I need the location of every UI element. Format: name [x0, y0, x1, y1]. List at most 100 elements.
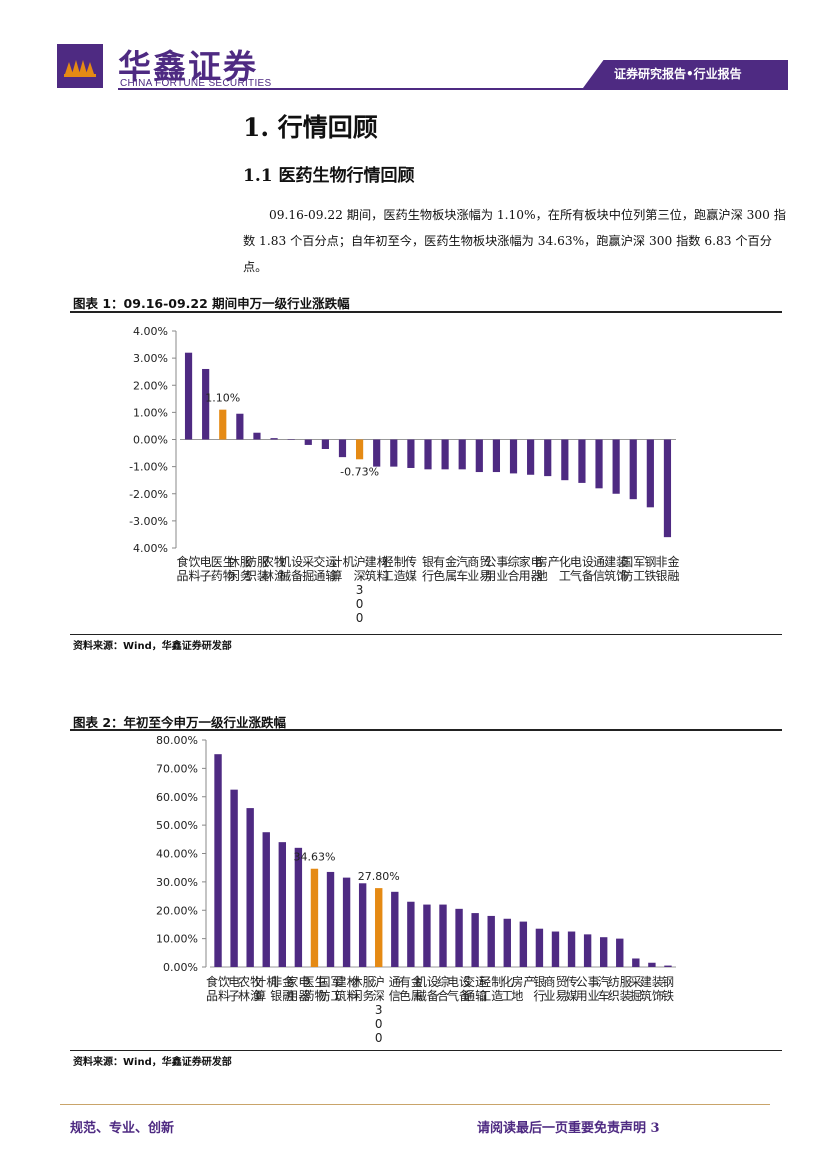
x-tick-char: 房	[511, 974, 523, 989]
bar-食品饮料	[214, 754, 222, 967]
x-tick-char: 饰	[652, 989, 664, 1003]
x-tick-char: 运	[475, 975, 487, 989]
x-tick-char: 品	[177, 569, 189, 583]
x-tick-char: 筑	[640, 988, 652, 1003]
x-tick-char: 媒	[566, 989, 578, 1003]
bar-通信	[595, 439, 603, 489]
bar-建筑材料	[373, 439, 381, 467]
x-tick-char: 合	[437, 988, 449, 1003]
x-tick-char: 渔	[274, 569, 286, 583]
x-tick-char: 务	[363, 988, 375, 1003]
x-tick-char: 钢	[662, 975, 674, 989]
x-tick-label: 通信	[389, 975, 401, 1003]
figure2-chart: 80.00%70.00%60.00%50.00%40.00%30.00%20.0…	[156, 734, 676, 1045]
x-tick-char: 工	[559, 569, 571, 583]
x-tick-char: 3	[356, 583, 364, 597]
x-tick-char: 采	[302, 555, 314, 569]
y-tick-label: 0.00%	[163, 961, 198, 974]
figure1-title: 图表 1：09.16-09.22 期间申万一级行业涨跌幅	[73, 296, 350, 311]
data-label: -0.73%	[340, 465, 379, 478]
x-tick-char: 非	[655, 555, 667, 569]
x-tick-char: 公	[484, 555, 496, 569]
bar-房地产	[519, 921, 528, 967]
x-tick-label: 综合	[508, 555, 520, 583]
y-tick-label: 70.00%	[156, 762, 198, 775]
x-tick-char: 电	[531, 555, 543, 569]
x-tick-char: 饮	[218, 975, 230, 989]
x-tick-char: 业	[588, 989, 600, 1003]
x-tick-char: 汽	[456, 554, 468, 569]
x-tick-char: 设	[291, 555, 303, 569]
x-tick-char: 工	[331, 989, 343, 1003]
footer-slogan: 规范、专业、创新	[70, 1121, 175, 1136]
x-tick-char: 物	[314, 989, 326, 1003]
x-tick-char: 轻	[382, 555, 394, 569]
figure1-source: 资料来源：Wind，华鑫证券研发部	[73, 641, 232, 652]
x-tick-char: 轻	[479, 975, 491, 989]
x-tick-char: 产	[523, 975, 535, 989]
x-tick-char: 休	[228, 555, 240, 569]
x-tick-char: 渔	[250, 989, 262, 1003]
x-tick-char: 金	[411, 974, 423, 989]
x-tick-char: 交	[313, 554, 325, 569]
x-tick-char: 生	[223, 555, 235, 569]
x-tick-label: 钢铁	[644, 555, 656, 583]
bar-非银金融	[663, 439, 672, 538]
x-tick-char: 媒	[405, 569, 417, 583]
report-type-banner	[583, 60, 788, 88]
x-tick-char: 生	[314, 975, 326, 989]
x-tick-char: 工	[633, 569, 645, 583]
bar-交通运输	[471, 913, 479, 967]
x-tick-char: 算	[330, 568, 342, 583]
x-tick-char: 电	[298, 975, 310, 989]
x-tick-char: 设	[582, 555, 594, 569]
x-tick-char: 纺	[608, 975, 620, 989]
x-tick-char: 金	[282, 974, 294, 989]
x-tick-label: 房地产	[536, 554, 560, 583]
bar-银行	[535, 928, 544, 967]
x-tick-label: 医药生物	[211, 555, 235, 583]
x-tick-char: 通	[593, 555, 605, 569]
header-divider	[118, 88, 788, 90]
bar-医药生物	[310, 868, 319, 967]
y-tick-label: 4.00%	[133, 325, 168, 338]
x-tick-char: 休	[351, 975, 363, 989]
x-tick-label: 传媒	[566, 974, 578, 1003]
x-tick-char: 钢	[644, 555, 656, 569]
x-tick-char: 汽	[598, 974, 610, 989]
x-tick-char: 化	[559, 555, 571, 569]
x-tick-char: 装	[620, 989, 632, 1003]
company-name-cn: 华鑫证券	[118, 47, 258, 86]
bar-建筑装饰	[648, 962, 656, 967]
figure1-chart: 4.00% 3.00% 2.00% 1.00% 0.00% -1.00% -2.00% -3.…	[129, 325, 679, 625]
bar-医药生物	[219, 409, 227, 440]
x-tick-char: 器	[298, 989, 310, 1003]
x-tick-label: 化工	[501, 975, 513, 1003]
x-tick-char: 药	[302, 989, 314, 1003]
x-tick-char: 料	[377, 569, 389, 583]
bar-汽车	[458, 439, 466, 470]
x-tick-label: 钢铁	[662, 975, 674, 1003]
data-label: 27.80%	[358, 870, 400, 883]
x-tick-char: 气	[570, 568, 582, 583]
x-tick-char: 综	[437, 975, 449, 989]
y-tick-label: 3.00%	[133, 352, 168, 365]
x-tick-char: 属	[411, 989, 423, 1003]
bar-机械设备	[423, 904, 431, 967]
figure2-bottom-rule	[70, 1050, 782, 1051]
x-tick-char: 0	[356, 611, 364, 625]
report-type-label: 证券研究报告•行业报告	[614, 67, 742, 81]
x-tick-char: 备	[459, 989, 471, 1003]
x-tick-char: 服	[240, 555, 252, 569]
x-tick-char: 易	[555, 989, 567, 1003]
x-tick-char: 贸	[479, 555, 491, 569]
bar-电子	[230, 789, 238, 967]
